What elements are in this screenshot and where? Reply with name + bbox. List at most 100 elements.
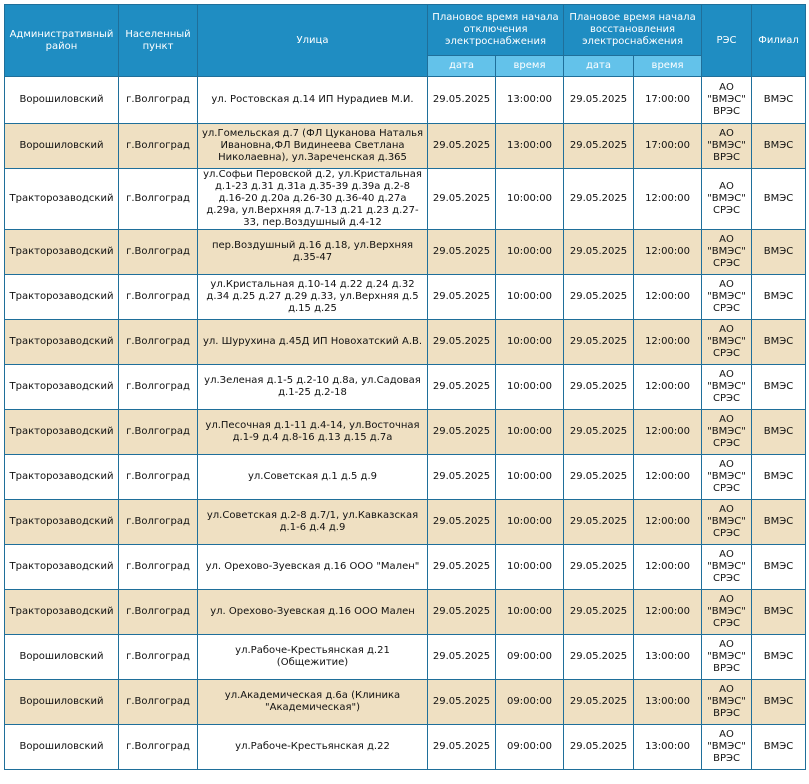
- table-row: Тракторозаводский г.Волгоград ул.Песочна…: [4, 409, 807, 455]
- cell-on-date: 29.05.2025: [563, 544, 635, 590]
- cell-off-time: 13:00:00: [494, 123, 565, 169]
- cell-district: Ворошиловский: [4, 76, 119, 124]
- cell-off-date: 29.05.2025: [427, 409, 496, 455]
- cell-locality: г.Волгоград: [118, 634, 198, 680]
- cell-on-time: 13:00:00: [633, 634, 703, 680]
- cell-street: ул. Орехово-Зуевская д.16 ООО Мален: [197, 589, 428, 635]
- cell-street: ул.Кристальная д.10-14 д.22 д.24 д.32 д.…: [197, 274, 428, 320]
- cell-district: Тракторозаводский: [4, 454, 119, 500]
- cell-off-time: 10:00:00: [494, 544, 565, 590]
- cell-locality: г.Волгоград: [118, 724, 198, 770]
- cell-district: Ворошиловский: [4, 679, 119, 725]
- table-row: Ворошиловский г.Волгоград ул. Ростовская…: [4, 76, 807, 124]
- cell-on-time: 12:00:00: [633, 229, 703, 275]
- cell-on-time: 12:00:00: [633, 364, 703, 410]
- cell-off-time: 10:00:00: [494, 409, 565, 455]
- cell-on-time: 13:00:00: [633, 679, 703, 725]
- cell-locality: г.Волгоград: [118, 544, 198, 590]
- cell-branch: ВМЭС: [751, 634, 807, 680]
- table-row: Тракторозаводский г.Волгоград ул. Орехов…: [4, 544, 807, 590]
- cell-on-time: 12:00:00: [633, 409, 703, 455]
- cell-street: ул.Зеленая д.1-5 д.2-10 д.8а, ул.Садовая…: [197, 364, 428, 410]
- cell-res: АО "ВМЭС" СРЭС: [701, 454, 753, 500]
- table-row: Тракторозаводский г.Волгоград ул.Софьи П…: [4, 168, 807, 230]
- col-header-on-time: Плановое время начала восстановления эле…: [563, 4, 703, 56]
- cell-off-time: 09:00:00: [494, 724, 565, 770]
- cell-off-time: 10:00:00: [494, 589, 565, 635]
- cell-res: АО "ВМЭС" ВРЭС: [701, 679, 753, 725]
- cell-res: АО "ВМЭС" СРЭС: [701, 499, 753, 545]
- table-body: Ворошиловский г.Волгоград ул. Ростовская…: [4, 76, 807, 770]
- cell-branch: ВМЭС: [751, 409, 807, 455]
- cell-off-date: 29.05.2025: [427, 123, 496, 169]
- cell-district: Тракторозаводский: [4, 274, 119, 320]
- cell-off-date: 29.05.2025: [427, 544, 496, 590]
- cell-on-date: 29.05.2025: [563, 274, 635, 320]
- cell-off-time: 10:00:00: [494, 274, 565, 320]
- cell-street: ул.Песочная д.1-11 д.4-14, ул.Восточная …: [197, 409, 428, 455]
- cell-branch: ВМЭС: [751, 319, 807, 365]
- cell-district: Ворошиловский: [4, 724, 119, 770]
- table-row: Тракторозаводский г.Волгоград ул.Зеленая…: [4, 364, 807, 410]
- cell-off-time: 09:00:00: [494, 679, 565, 725]
- cell-locality: г.Волгоград: [118, 168, 198, 230]
- cell-district: Тракторозаводский: [4, 409, 119, 455]
- cell-street: ул. Орехово-Зуевская д.16 ООО "Мален": [197, 544, 428, 590]
- cell-on-time: 12:00:00: [633, 544, 703, 590]
- cell-off-date: 29.05.2025: [427, 589, 496, 635]
- table-row: Ворошиловский г.Волгоград ул.Рабоче-Крес…: [4, 724, 807, 770]
- cell-branch: ВМЭС: [751, 454, 807, 500]
- cell-off-date: 29.05.2025: [427, 724, 496, 770]
- cell-district: Тракторозаводский: [4, 168, 119, 230]
- cell-branch: ВМЭС: [751, 274, 807, 320]
- cell-branch: ВМЭС: [751, 229, 807, 275]
- cell-off-time: 13:00:00: [494, 76, 565, 124]
- col-header-branch: Филиал: [751, 4, 807, 77]
- cell-branch: ВМЭС: [751, 679, 807, 725]
- cell-off-time: 10:00:00: [494, 319, 565, 365]
- cell-off-date: 29.05.2025: [427, 274, 496, 320]
- cell-res: АО "ВМЭС" СРЭС: [701, 589, 753, 635]
- cell-on-time: 12:00:00: [633, 499, 703, 545]
- cell-off-date: 29.05.2025: [427, 634, 496, 680]
- cell-on-date: 29.05.2025: [563, 634, 635, 680]
- cell-locality: г.Волгоград: [118, 274, 198, 320]
- cell-district: Тракторозаводский: [4, 364, 119, 410]
- cell-locality: г.Волгоград: [118, 499, 198, 545]
- cell-off-date: 29.05.2025: [427, 499, 496, 545]
- cell-locality: г.Волгоград: [118, 409, 198, 455]
- cell-on-date: 29.05.2025: [563, 454, 635, 500]
- outage-schedule-table: Административный район Населенный пункт …: [4, 4, 807, 770]
- cell-branch: ВМЭС: [751, 168, 807, 230]
- cell-locality: г.Волгоград: [118, 679, 198, 725]
- table-row: Ворошиловский г.Волгоград ул.Академическ…: [4, 679, 807, 725]
- col-header-district: Административный район: [4, 4, 119, 77]
- cell-off-date: 29.05.2025: [427, 168, 496, 230]
- cell-street: ул.Рабоче-Крестьянская д.21 (Общежитие): [197, 634, 428, 680]
- cell-branch: ВМЭС: [751, 544, 807, 590]
- cell-branch: ВМЭС: [751, 724, 807, 770]
- cell-on-date: 29.05.2025: [563, 589, 635, 635]
- cell-street: ул.Рабоче-Крестьянская д.22: [197, 724, 428, 770]
- cell-branch: ВМЭС: [751, 589, 807, 635]
- cell-branch: ВМЭС: [751, 76, 807, 124]
- subheader-off-date: дата: [427, 55, 496, 77]
- cell-res: АО "ВМЭС" СРЭС: [701, 168, 753, 230]
- cell-street: ул. Шурухина д.45Д ИП Новохатский А.В.: [197, 319, 428, 365]
- cell-on-date: 29.05.2025: [563, 229, 635, 275]
- cell-off-time: 10:00:00: [494, 229, 565, 275]
- cell-street: ул.Софьи Перовской д.2, ул.Кристальная д…: [197, 168, 428, 230]
- cell-res: АО "ВМЭС" ВРЭС: [701, 76, 753, 124]
- cell-off-date: 29.05.2025: [427, 454, 496, 500]
- cell-district: Ворошиловский: [4, 634, 119, 680]
- cell-res: АО "ВМЭС" СРЭС: [701, 409, 753, 455]
- cell-district: Тракторозаводский: [4, 319, 119, 365]
- cell-on-time: 12:00:00: [633, 319, 703, 365]
- cell-district: Тракторозаводский: [4, 229, 119, 275]
- cell-street: ул.Советская д.2-8 д.7/1, ул.Кавказская …: [197, 499, 428, 545]
- table-row: Тракторозаводский г.Волгоград ул. Орехов…: [4, 589, 807, 635]
- cell-locality: г.Волгоград: [118, 123, 198, 169]
- cell-res: АО "ВМЭС" СРЭС: [701, 229, 753, 275]
- cell-on-date: 29.05.2025: [563, 123, 635, 169]
- cell-on-time: 12:00:00: [633, 589, 703, 635]
